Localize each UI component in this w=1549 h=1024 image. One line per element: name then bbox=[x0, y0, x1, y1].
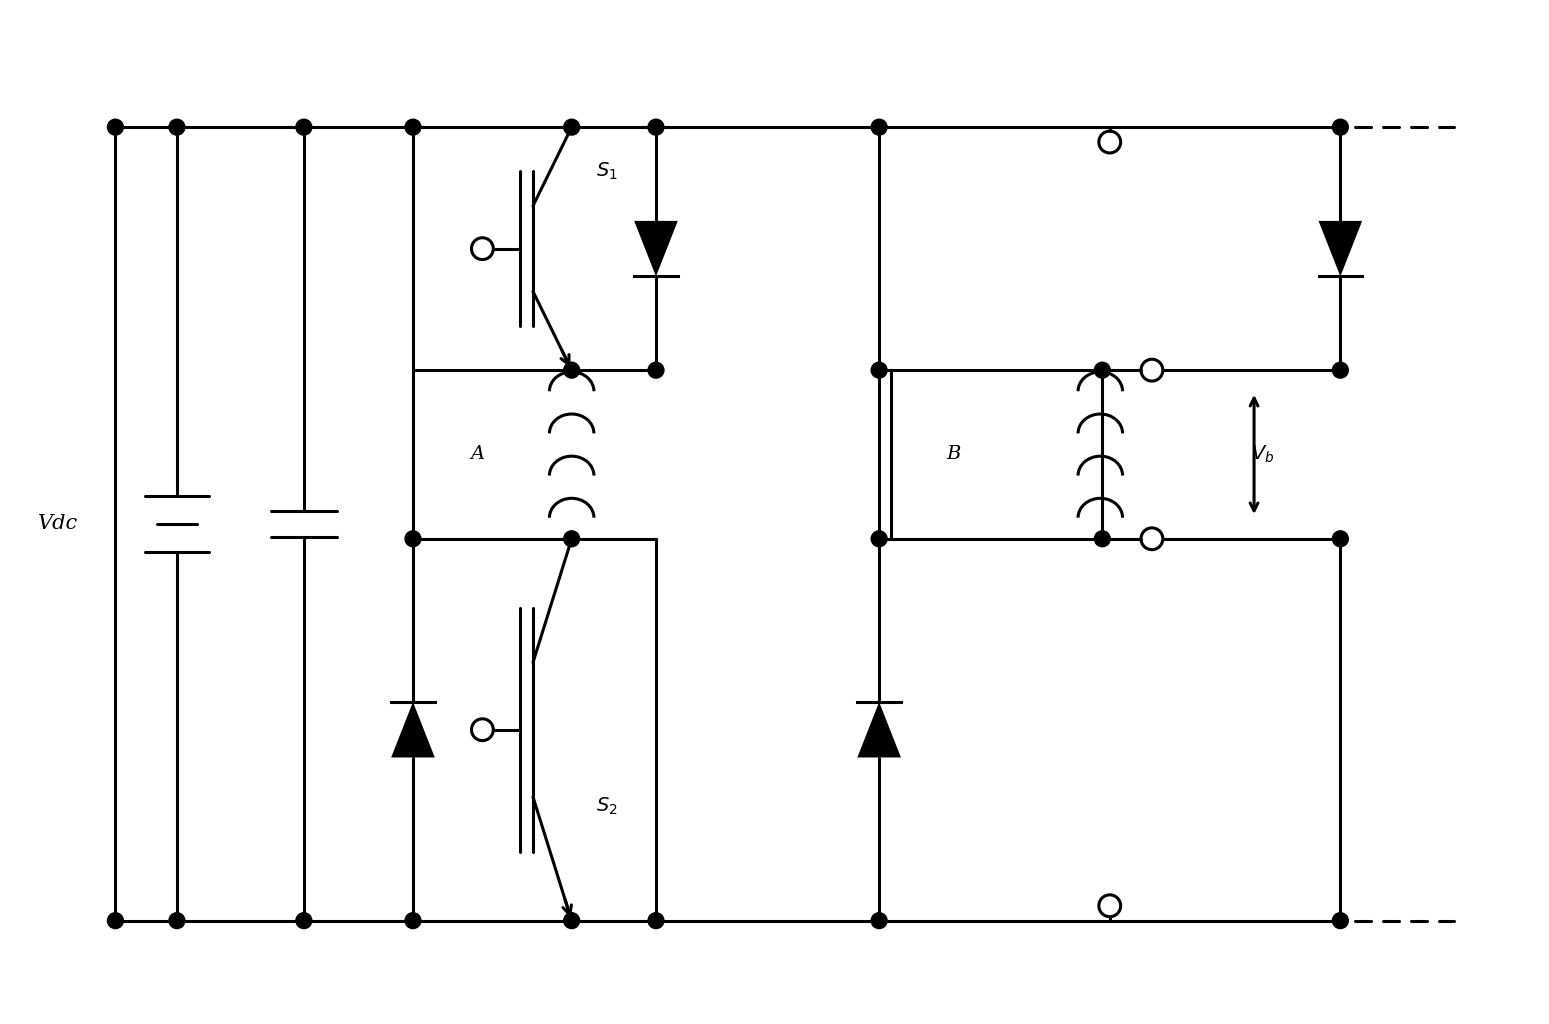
Text: A: A bbox=[471, 445, 485, 464]
Circle shape bbox=[564, 530, 579, 547]
Circle shape bbox=[296, 119, 311, 135]
Circle shape bbox=[871, 530, 888, 547]
Circle shape bbox=[404, 530, 421, 547]
Circle shape bbox=[564, 119, 579, 135]
Circle shape bbox=[564, 362, 579, 378]
Text: Vdc: Vdc bbox=[37, 514, 77, 534]
Circle shape bbox=[1095, 362, 1111, 378]
Circle shape bbox=[1095, 530, 1111, 547]
Circle shape bbox=[404, 119, 421, 135]
Circle shape bbox=[1332, 362, 1348, 378]
Polygon shape bbox=[634, 221, 678, 276]
Circle shape bbox=[871, 912, 888, 929]
Circle shape bbox=[107, 912, 124, 929]
Circle shape bbox=[871, 119, 888, 135]
Circle shape bbox=[1332, 530, 1348, 547]
Text: $V_b$: $V_b$ bbox=[1252, 443, 1275, 465]
Circle shape bbox=[296, 912, 311, 929]
Text: $S_2$: $S_2$ bbox=[596, 796, 618, 817]
Circle shape bbox=[564, 912, 579, 929]
Text: $S_1$: $S_1$ bbox=[596, 161, 618, 182]
Polygon shape bbox=[1318, 221, 1362, 276]
Circle shape bbox=[404, 912, 421, 929]
Circle shape bbox=[647, 362, 665, 378]
Circle shape bbox=[169, 912, 184, 929]
Polygon shape bbox=[392, 701, 435, 758]
Circle shape bbox=[1332, 119, 1348, 135]
Circle shape bbox=[107, 119, 124, 135]
Circle shape bbox=[647, 912, 665, 929]
Text: B: B bbox=[946, 445, 960, 464]
Circle shape bbox=[647, 119, 665, 135]
Circle shape bbox=[1332, 912, 1348, 929]
Circle shape bbox=[169, 119, 184, 135]
Polygon shape bbox=[857, 701, 902, 758]
Circle shape bbox=[871, 362, 888, 378]
